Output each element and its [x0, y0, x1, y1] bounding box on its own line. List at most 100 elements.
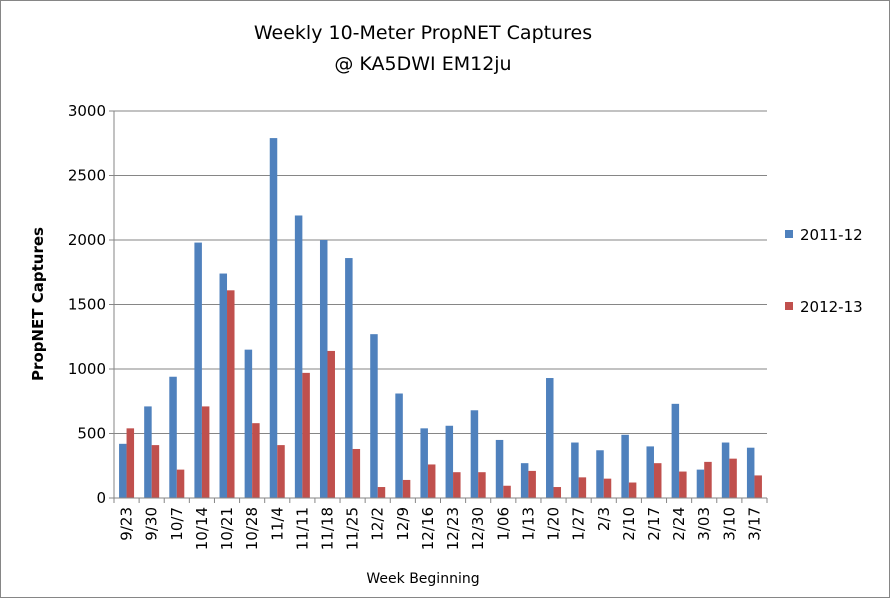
x-tick-label: 12/2: [369, 507, 387, 541]
x-tick-label: 1/27: [570, 507, 588, 541]
bar-2012-13-3/03: [704, 461, 712, 498]
x-tick-label: 11/18: [318, 507, 336, 550]
bar-2011-12-3/10: [721, 442, 730, 498]
x-tick-label: 10/21: [218, 507, 236, 550]
x-tick-label: 3/10: [720, 507, 738, 541]
legend-swatch-2011-12: [785, 230, 793, 238]
bar-2012-13-12/16: [427, 464, 436, 498]
x-tick-label: 2/17: [645, 507, 663, 541]
bar-2012-13-1/20: [553, 487, 562, 498]
x-tick-label: 1/06: [494, 507, 512, 541]
x-tick-label: 12/30: [469, 507, 487, 550]
legend-label-2012-13: 2012-13: [800, 298, 863, 316]
bar-2012-13-12/30: [478, 472, 486, 498]
bar-2012-13-2/17: [653, 463, 662, 498]
bar-2011-12-2/3: [596, 450, 604, 498]
x-tick-label: 2/10: [620, 507, 638, 541]
x-tick-label: 11/11: [293, 507, 311, 550]
bar-2011-12-10/14: [194, 242, 202, 498]
bar-2011-12-1/13: [520, 463, 529, 498]
x-tick-label: 3/17: [745, 507, 763, 541]
x-tick-label: 12/9: [394, 507, 412, 541]
bar-2012-13-1/27: [578, 477, 587, 498]
bar-2011-12-1/20: [546, 378, 554, 498]
x-tick-label: 2/3: [595, 507, 613, 531]
bar-2012-13-3/17: [754, 475, 762, 498]
bar-2011-12-11/4: [269, 138, 278, 498]
x-tick-label: 10/14: [193, 507, 211, 550]
bar-2011-12-9/30: [144, 406, 152, 498]
bar-2012-13-9/23: [126, 428, 135, 498]
y-tick-label: 2500: [68, 167, 106, 185]
bar-2012-13-10/14: [201, 406, 210, 498]
x-tick-label: 12/16: [419, 507, 437, 550]
bar-2012-13-11/18: [327, 350, 335, 498]
y-tick-label: 3000: [68, 102, 106, 120]
x-tick-label: 3/03: [695, 507, 713, 541]
bar-2012-13-3/10: [729, 458, 737, 498]
legend-label-2011-12: 2011-12: [800, 226, 863, 244]
bar-2012-13-10/7: [176, 469, 185, 498]
bar-2012-13-10/21: [227, 290, 235, 498]
y-tick-label: 1000: [68, 360, 106, 378]
y-axis-ticks: 0 500 1000 1500 2000 2500 3000: [68, 102, 114, 507]
bar-2012-13-11/25: [352, 448, 361, 498]
bar-2011-12-10/21: [219, 273, 228, 498]
bar-2011-12-1/27: [571, 442, 579, 498]
bar-2011-12-2/24: [671, 403, 680, 498]
bar-2011-12-11/18: [319, 240, 328, 498]
bar-2012-13-11/4: [277, 445, 285, 498]
y-tick-label: 2000: [68, 231, 106, 249]
bar-2012-13-1/13: [528, 470, 536, 498]
gridlines: [114, 110, 767, 434]
bar-2011-12-2/17: [646, 446, 654, 498]
bar-2012-13-11/11: [302, 372, 310, 498]
bar-2012-13-10/28: [252, 423, 260, 498]
x-tick-label: 2/24: [670, 507, 688, 541]
legend: 2011-12 2012-13: [785, 226, 863, 316]
bar-2011-12-11/11: [294, 215, 303, 499]
x-tick-label: 10/28: [243, 507, 261, 550]
bar-2011-12-12/16: [420, 428, 428, 498]
bar-2012-13-2/10: [628, 482, 637, 498]
bar-2012-13-12/23: [453, 472, 461, 498]
x-axis-title: Week Beginning: [366, 571, 479, 587]
bar-2012-13-2/3: [603, 478, 612, 498]
bar-2011-12-12/9: [395, 393, 403, 498]
bar-2011-12-3/17: [746, 447, 755, 498]
bar-2011-12-12/30: [470, 410, 479, 498]
bar-2011-12-12/23: [445, 425, 454, 498]
x-tick-label: 9/30: [143, 507, 161, 541]
y-tick-label: 0: [96, 489, 106, 507]
x-axis-ticks: 9/23 9/30 10/7 10/14 10/21 10/28 11/4 11/11 11/1…: [113, 498, 768, 550]
bar-2011-12-12/2: [370, 334, 378, 498]
bar-2012-13-2/24: [679, 471, 687, 498]
x-tick-label: 11/25: [344, 507, 362, 550]
chart-subtitle: @ KA5DWI EM12ju: [334, 53, 511, 75]
x-tick-label: 11/4: [268, 507, 286, 541]
x-tick-label: 1/20: [545, 507, 563, 541]
bar-2012-13-12/9: [402, 479, 411, 498]
y-tick-label: 1500: [68, 296, 106, 314]
bar-2012-13-1/06: [503, 485, 511, 498]
bars: [119, 138, 762, 499]
y-axis-title: PropNET Captures: [29, 227, 47, 381]
legend-swatch-2012-13: [785, 302, 793, 310]
x-tick-label: 10/7: [168, 507, 186, 541]
x-tick-label: 1/13: [519, 507, 537, 541]
bar-2011-12-1/06: [495, 439, 504, 498]
y-tick-label: 500: [77, 425, 106, 443]
bar-2012-13-12/2: [377, 487, 386, 498]
chart-title: Weekly 10-Meter PropNET Captures: [254, 22, 592, 44]
bar-2011-12-3/03: [696, 469, 705, 498]
bar-2012-13-9/30: [151, 445, 160, 498]
bar-2011-12-10/7: [169, 376, 177, 498]
bar-2011-12-9/23: [119, 443, 127, 498]
x-tick-label: 12/23: [444, 507, 462, 550]
bar-2011-12-10/28: [244, 349, 253, 498]
bar-2011-12-11/25: [345, 258, 353, 498]
bar-2011-12-2/10: [621, 434, 629, 498]
x-tick-label: 9/23: [118, 507, 136, 541]
